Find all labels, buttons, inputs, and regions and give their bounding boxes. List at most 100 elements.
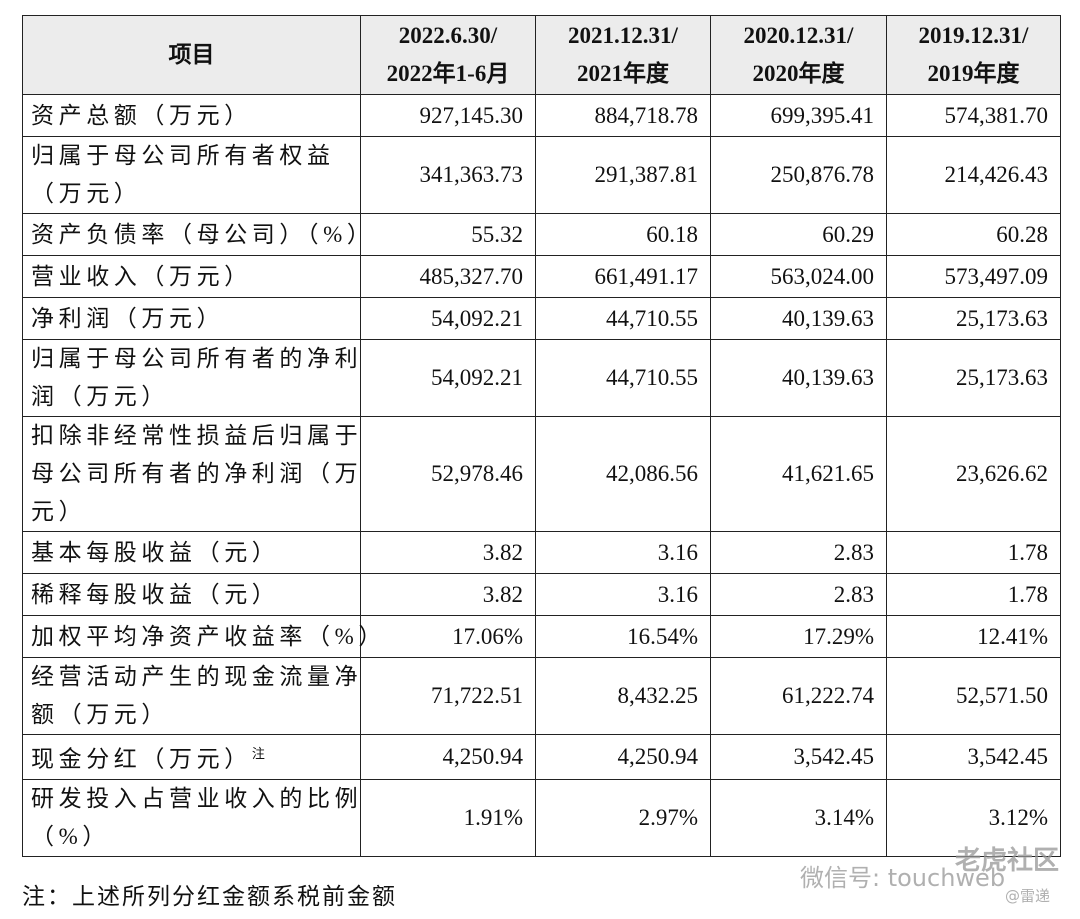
- row-label: 扣除非经常性损益后归属于 母公司所有者的净利润（万 元）: [22, 416, 363, 532]
- table-row: 扣除非经常性损益后归属于 母公司所有者的净利润（万 元） 52,978.46 42,08…: [22, 416, 1061, 532]
- label-line: 元）: [31, 499, 87, 524]
- label-line: 现金分红（万元）注: [31, 746, 265, 772]
- value-cell: 60.29: [710, 213, 887, 256]
- value-cell: 60.18: [535, 213, 711, 256]
- value-cell: 574,381.70: [886, 94, 1061, 137]
- value-cell: 884,718.78: [535, 94, 711, 137]
- label-line: 稀释每股收益（元）: [31, 581, 280, 607]
- value-cell: 61,222.74: [710, 657, 887, 735]
- label-line: 润（万元）: [31, 384, 169, 409]
- value-cell: 661,491.17: [535, 255, 711, 298]
- header-line: 2021.12.31/: [568, 23, 678, 48]
- row-label: 经营活动产生的现金流量净 额（万元）: [22, 657, 363, 735]
- label-line: 净利润（万元）: [31, 305, 225, 331]
- label-line: 归属于母公司所有者权益: [31, 143, 335, 168]
- row-label: 营业收入（万元）: [22, 255, 361, 298]
- value-cell: 4,250.94: [535, 734, 711, 780]
- value-cell: 341,363.73: [360, 136, 536, 214]
- table-row: 基本每股收益（元） 3.82 3.16 2.83 1.78: [22, 531, 1061, 574]
- row-label: 归属于母公司所有者权益 （万元）: [22, 136, 361, 214]
- value-cell: 44,710.55: [535, 297, 711, 340]
- value-cell: 485,327.70: [360, 255, 536, 298]
- table-row: 加权平均净资产收益率（%） 17.06% 16.54% 17.29% 12.41%: [22, 615, 1061, 658]
- table-row: 营业收入（万元） 485,327.70 661,491.17 563,024.00 57…: [22, 255, 1061, 298]
- value-cell: 2.83: [710, 573, 887, 616]
- header-line: 2022.6.30/: [398, 23, 498, 48]
- value-cell: 25,173.63: [886, 297, 1061, 340]
- value-cell: 17.29%: [710, 615, 887, 658]
- watermark-wechat: 微信号: touchweb: [800, 864, 1006, 892]
- value-cell: 1.91%: [360, 778, 536, 857]
- value-cell: 8,432.25: [535, 657, 711, 735]
- label-line: （万元）: [31, 181, 142, 206]
- row-label: 资产总额（万元）: [22, 94, 361, 137]
- value-cell: 17.06%: [360, 615, 536, 658]
- value-cell: 42,086.56: [535, 416, 711, 532]
- value-cell: 3.14%: [710, 778, 887, 857]
- label-line: 经营活动产生的现金流量净: [31, 664, 363, 689]
- header-cell: 2020.12.31/2020年度: [710, 15, 887, 95]
- label-line: （%）: [31, 823, 110, 849]
- value-cell: 55.32: [360, 213, 536, 256]
- value-cell: 3.16: [535, 531, 711, 574]
- row-label: 资产负债率（母公司）（%）: [22, 213, 375, 256]
- table-row: 净利润（万元） 54,092.21 44,710.55 40,139.63 25,173…: [22, 297, 1061, 340]
- header-line: 2020.12.31/: [743, 23, 854, 48]
- value-cell: 1.78: [886, 531, 1061, 574]
- label-line: 额（万元）: [31, 702, 169, 727]
- value-cell: 4,250.94: [360, 734, 536, 780]
- header-line: 2021年度: [577, 61, 669, 86]
- value-cell: 927,145.30: [360, 94, 536, 137]
- value-cell: 23,626.62: [886, 416, 1061, 532]
- label-line: 母公司所有者的净利润（万: [31, 461, 363, 486]
- label-line: 归属于母公司所有者的净利: [31, 346, 363, 371]
- value-cell: 563,024.00: [710, 255, 887, 298]
- value-cell: 1.78: [886, 573, 1061, 616]
- table-row: 经营活动产生的现金流量净 额（万元） 71,722.51 8,432.25 61,222…: [22, 657, 1061, 735]
- row-label: 归属于母公司所有者的净利 润（万元）: [22, 339, 363, 417]
- value-cell: 3.16: [535, 573, 711, 616]
- value-cell: 3,542.45: [886, 734, 1061, 780]
- row-label: 现金分红（万元）注: [22, 734, 361, 780]
- header-cell: 2022.6.30/2022年1-6月: [360, 15, 536, 95]
- row-label: 加权平均净资产收益率（%）: [22, 615, 386, 658]
- value-cell: 214,426.43: [886, 136, 1061, 214]
- header-row: 项目 2022.6.30/2022年1-6月 2021.12.31/2021年度 20…: [22, 15, 1061, 95]
- table-row: 资产负债率（母公司）（%） 55.32 60.18 60.29 60.28: [22, 213, 1061, 256]
- label-line: 资产总额（万元）: [31, 102, 252, 128]
- row-label: 研发投入占营业收入的比例 （%）: [22, 778, 363, 857]
- label-line: 基本每股收益（元）: [31, 539, 280, 565]
- value-cell: 2.97%: [535, 778, 711, 857]
- footnote: 注：上述所列分红金额系税前金额: [22, 884, 397, 909]
- value-cell: 60.28: [886, 213, 1061, 256]
- label-line: 研发投入占营业收入的比例: [31, 785, 363, 811]
- watermark-source: @雷递: [1005, 887, 1051, 905]
- header-line: 2020年度: [752, 61, 845, 86]
- value-cell: 2.83: [710, 531, 887, 574]
- value-cell: 699,395.41: [710, 94, 887, 137]
- value-cell: 54,092.21: [360, 297, 536, 340]
- value-cell: 52,571.50: [886, 657, 1061, 735]
- header-line: 项目: [168, 42, 215, 67]
- table-row: 研发投入占营业收入的比例 （%） 1.91% 2.97% 3.14% 3.12%: [22, 778, 1061, 857]
- table-row: 资产总额（万元） 927,145.30 884,718.78 699,395.41 57…: [22, 94, 1061, 137]
- table-row: 现金分红（万元）注 4,250.94 4,250.94 3,542.45 3,542.4…: [22, 734, 1061, 780]
- value-cell: 3.82: [360, 573, 536, 616]
- value-cell: 52,978.46: [360, 416, 536, 532]
- label-line: 营业收入（万元）: [31, 263, 252, 289]
- note-mark: 注: [251, 746, 265, 761]
- label-line: 资产负债率（母公司）（%）: [31, 221, 375, 247]
- watermark-brand: 老虎社区: [955, 846, 1060, 876]
- table-body: 资产总额（万元） 927,145.30 884,718.78 699,395.41 57…: [22, 94, 1061, 857]
- value-cell: 573,497.09: [886, 255, 1061, 298]
- value-cell: 54,092.21: [360, 339, 536, 417]
- header-line: 2019.12.31/: [918, 23, 1029, 48]
- table-row: 归属于母公司所有者权益 （万元） 341,363.73 291,387.81 250,8…: [22, 136, 1061, 214]
- table-row: 稀释每股收益（元） 3.82 3.16 2.83 1.78: [22, 573, 1061, 616]
- label-line: 加权平均净资产收益率（%）: [31, 623, 386, 649]
- value-cell: 40,139.63: [710, 297, 887, 340]
- value-cell: 3,542.45: [710, 734, 887, 780]
- header-line: 2022年1-6月: [386, 61, 510, 86]
- value-cell: 44,710.55: [535, 339, 711, 417]
- value-cell: 41,621.65: [710, 416, 887, 532]
